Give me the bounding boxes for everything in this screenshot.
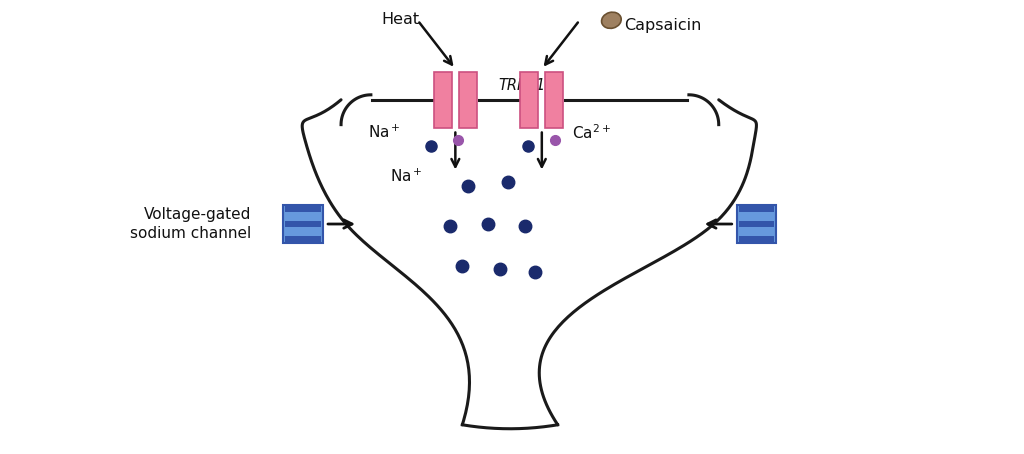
Bar bbox=[286, 222, 322, 227]
Bar bbox=[520, 72, 539, 128]
Text: Ca$^{2+}$: Ca$^{2+}$ bbox=[571, 123, 610, 142]
Text: Na$^+$: Na$^+$ bbox=[390, 168, 423, 185]
Bar bbox=[459, 72, 477, 128]
Bar bbox=[738, 222, 774, 227]
Bar bbox=[286, 237, 322, 242]
Bar bbox=[434, 72, 452, 128]
Text: Capsaicin: Capsaicin bbox=[625, 18, 701, 33]
Ellipse shape bbox=[601, 12, 622, 28]
Bar bbox=[546, 72, 563, 128]
Text: Voltage-gated
sodium channel: Voltage-gated sodium channel bbox=[130, 207, 252, 242]
Bar bbox=[284, 205, 324, 243]
Bar bbox=[738, 206, 774, 212]
Bar bbox=[736, 205, 776, 243]
Bar bbox=[738, 237, 774, 242]
Text: Heat: Heat bbox=[382, 12, 420, 27]
Bar bbox=[286, 206, 322, 212]
Text: Na$^+$: Na$^+$ bbox=[368, 124, 400, 141]
Text: TRPV1: TRPV1 bbox=[498, 78, 545, 93]
